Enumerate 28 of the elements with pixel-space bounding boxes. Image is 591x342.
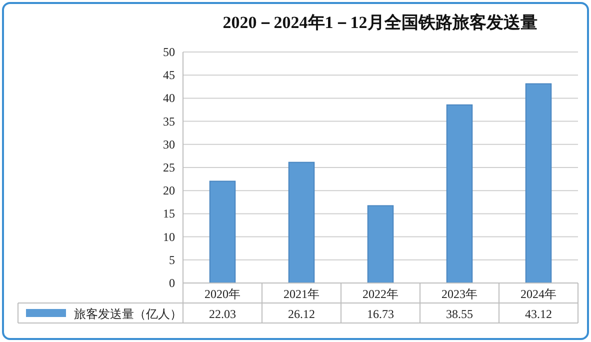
data-label: 26.12 bbox=[288, 307, 315, 321]
data-label: 16.73 bbox=[367, 307, 394, 321]
y-tick-label: 30 bbox=[163, 137, 175, 152]
y-tick-label: 50 bbox=[163, 45, 175, 59]
legend-label: 旅客发送量（亿人） bbox=[74, 307, 182, 321]
y-tick-label: 25 bbox=[163, 160, 175, 174]
bar bbox=[209, 180, 236, 284]
bar bbox=[446, 104, 473, 284]
y-tick-label: 45 bbox=[163, 68, 175, 82]
y-tick-label: 40 bbox=[163, 91, 175, 106]
bar bbox=[367, 205, 394, 284]
data-label: 38.55 bbox=[446, 307, 473, 321]
y-tick-label: 20 bbox=[163, 184, 175, 198]
x-tick-label: 2024年 bbox=[520, 287, 556, 301]
y-tick-label: 15 bbox=[163, 206, 175, 221]
x-tick-label: 2023年 bbox=[442, 287, 478, 301]
chart-title: 2020－2024年1－12月全国铁路旅客发送量 bbox=[222, 13, 538, 32]
x-tick-label: 2020年 bbox=[204, 287, 240, 301]
data-label: 22.03 bbox=[209, 307, 236, 321]
y-tick-label: 0 bbox=[169, 276, 175, 290]
x-tick-label: 2021年 bbox=[284, 287, 320, 301]
y-tick-label: 35 bbox=[163, 114, 175, 128]
y-tick-label: 5 bbox=[169, 252, 175, 267]
data-label: 43.12 bbox=[525, 307, 552, 321]
bar bbox=[288, 162, 315, 284]
x-tick-label: 2022年 bbox=[362, 287, 398, 301]
y-tick-label: 10 bbox=[163, 230, 175, 244]
bar bbox=[525, 83, 552, 284]
